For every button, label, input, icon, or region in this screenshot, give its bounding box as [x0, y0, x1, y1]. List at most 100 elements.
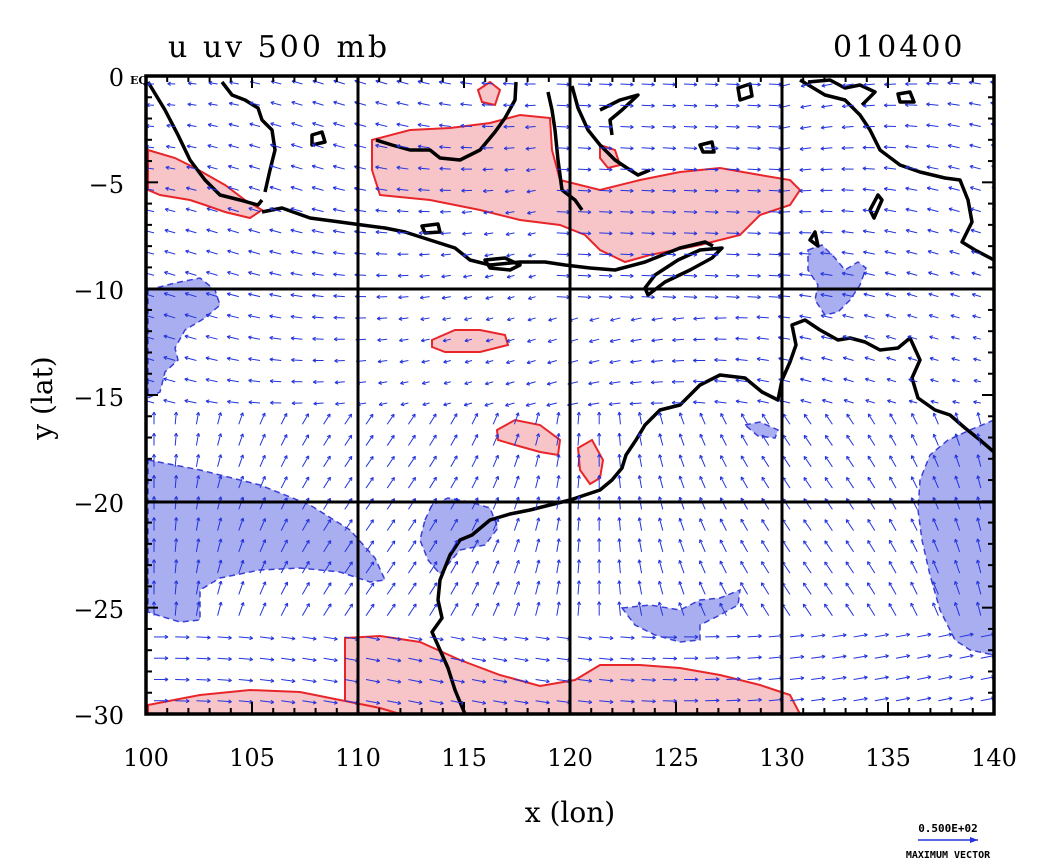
wind-vector-head — [693, 337, 697, 342]
wind-vector-head — [185, 635, 190, 640]
wind-vector — [354, 165, 367, 170]
wind-vector-head — [800, 125, 804, 130]
wind-vector — [799, 168, 812, 171]
wind-vector-head — [947, 122, 952, 128]
wind-vector — [439, 168, 451, 170]
wind-vector-head — [417, 101, 422, 106]
wind-vector — [720, 476, 727, 489]
wind-vector-head — [971, 250, 975, 255]
wind-vector — [799, 147, 812, 150]
wind-vector — [375, 166, 388, 170]
wind-vector — [864, 356, 875, 361]
wind-vector-head — [355, 722, 358, 725]
wind-vector-head — [885, 654, 889, 659]
wind-vector-head — [588, 360, 593, 365]
wind-vector — [229, 102, 239, 106]
wind-vector — [705, 147, 719, 149]
wind-vector — [995, 359, 1002, 360]
wind-vector-head — [906, 654, 911, 659]
wind-vector — [846, 413, 855, 425]
wind-vector-head — [370, 519, 374, 524]
wind-vector-head — [227, 399, 231, 404]
wind-vector — [280, 518, 288, 531]
wind-vector-head — [460, 102, 464, 107]
wind-vector — [218, 722, 232, 723]
wind-vector — [1000, 560, 1002, 573]
wind-vector — [658, 475, 664, 489]
wind-vector-head — [390, 413, 395, 418]
wind-vector-head — [504, 167, 508, 172]
wind-vector-head — [461, 637, 465, 642]
wind-vector-head — [269, 335, 274, 341]
wind-vector — [954, 560, 961, 574]
wind-vector — [951, 357, 960, 361]
wind-vector-head — [228, 678, 232, 683]
wind-vector-head — [629, 401, 634, 406]
wind-vector — [290, 165, 303, 170]
wind-vector-head — [526, 189, 531, 194]
wind-vector — [556, 211, 570, 213]
wind-vector — [165, 208, 176, 213]
wind-vector-head — [954, 496, 959, 501]
wind-vector-head — [305, 434, 310, 439]
wind-vector-head — [672, 273, 677, 279]
wind-vector — [620, 211, 634, 213]
wind-vector-head — [841, 187, 845, 193]
wind-vector — [658, 559, 664, 574]
wind-vector-head — [883, 186, 888, 192]
wind-vector-head — [240, 559, 245, 564]
wind-vector — [238, 657, 253, 661]
wind-vector — [885, 272, 897, 276]
coastline-island-small-3 — [736, 82, 754, 102]
wind-vector — [526, 189, 536, 193]
wind-vector-head — [798, 272, 803, 277]
wind-vector — [492, 539, 499, 553]
wind-vector-head — [864, 356, 869, 361]
wind-vector — [205, 378, 218, 383]
wind-vector — [911, 413, 918, 425]
wind-vector-head — [460, 166, 465, 172]
wind-vector-head — [526, 167, 530, 173]
wind-vector-head — [608, 167, 613, 172]
wind-vector — [196, 657, 211, 660]
wind-vector — [280, 476, 288, 489]
y-tick-label: −5 — [89, 171, 124, 199]
wind-vector-head — [736, 146, 740, 151]
wind-vector-head — [714, 124, 719, 130]
wind-vector — [577, 601, 580, 616]
wind-vector — [641, 232, 655, 235]
wind-vector-head — [714, 167, 719, 172]
wind-vector — [803, 519, 812, 531]
wind-vector — [185, 292, 197, 298]
wind-vector — [259, 518, 266, 531]
wind-vector — [926, 103, 939, 106]
wind-vector-head — [460, 123, 465, 129]
wind-vector-head — [218, 475, 223, 480]
y-tick-label: −25 — [73, 596, 124, 624]
wind-vector — [439, 146, 451, 149]
wind-vector-head — [165, 720, 168, 723]
wind-vector — [217, 538, 222, 552]
wind-vector — [599, 678, 614, 682]
wind-vector — [679, 433, 685, 446]
wind-vector — [799, 189, 812, 192]
wind-vector — [905, 187, 918, 191]
wind-vector-head — [481, 124, 486, 129]
wind-vector-head — [715, 698, 720, 703]
wind-vector — [726, 104, 740, 107]
wind-vector — [460, 103, 473, 106]
wind-vector — [980, 697, 994, 702]
wind-vector — [863, 230, 875, 234]
wind-vector-head — [439, 209, 444, 214]
wind-vector — [259, 581, 266, 595]
wind-vector-head — [248, 292, 252, 297]
wind-vector-head — [671, 379, 676, 384]
wind-vector — [865, 399, 875, 404]
wind-vector-head — [758, 655, 762, 660]
wind-vector — [905, 104, 918, 106]
wind-vector-head — [262, 539, 267, 544]
wind-vector-head — [262, 602, 267, 607]
wind-vector — [589, 338, 600, 343]
wind-vector — [439, 102, 451, 106]
wind-vector-head — [391, 477, 395, 482]
